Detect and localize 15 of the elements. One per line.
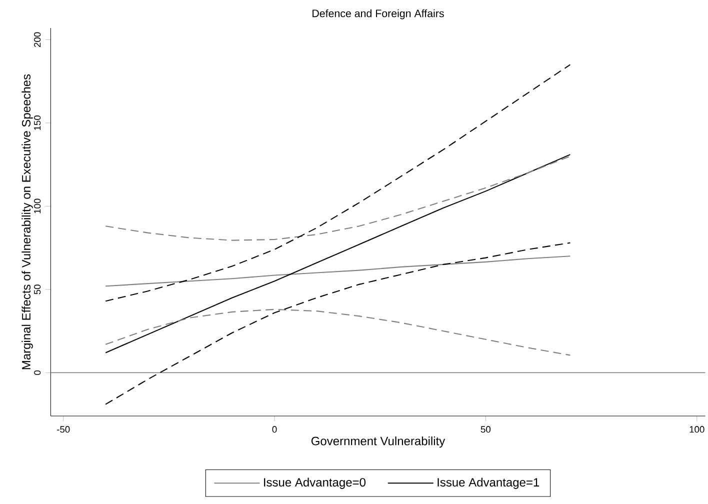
y-tick-label: 100 [34,198,41,214]
legend-label: Issue Advantage=1 [438,478,540,489]
line-series [105,156,571,241]
x-tick-label: 50 [480,426,491,433]
y-tick-label: 200 [34,32,41,47]
y-tick-label: 150 [34,115,41,130]
legend-label: Issue Advantage=0 [264,478,366,489]
y-tick-label: 50 [34,284,41,294]
x-axis-title: Government Vulnerability [311,436,446,448]
x-tick-label: -50 [57,426,70,433]
y-tick-label: 0 [34,370,41,375]
x-tick-label: 0 [272,426,277,433]
y-axis-title: Marginal Effects of Vulnerability on Executive Speeches [22,74,33,370]
chart-title: Defence and Foreign Affairs [312,9,444,20]
x-tick-label: 100 [690,426,704,433]
